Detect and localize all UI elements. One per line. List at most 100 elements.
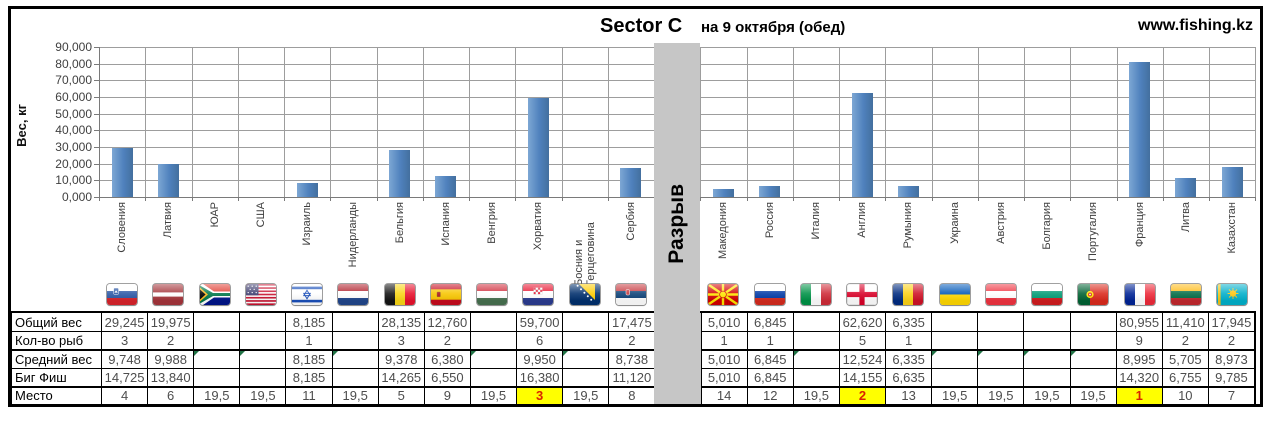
table-cell: 19,5: [1023, 385, 1070, 404]
gridline-vertical: [1255, 47, 1257, 197]
y-axis-line: [99, 47, 100, 197]
table-cell: 1: [1115, 385, 1162, 404]
table-cell: [977, 367, 1024, 386]
flag-ro-icon: [893, 284, 924, 305]
bar-il: [296, 183, 318, 197]
table-cell: 1: [746, 331, 793, 350]
x-axis-tick: [561, 197, 563, 201]
table-cell: [469, 331, 517, 350]
table-cell: 19,975: [147, 313, 194, 332]
gridline-vertical: [885, 47, 887, 197]
y-tick-label: 50,000: [55, 106, 92, 121]
x-axis-tick: [469, 197, 470, 201]
table-cell: 6,755: [1161, 367, 1208, 386]
bar-hr: [527, 97, 549, 197]
row-label: Место: [12, 385, 101, 404]
gridline-vertical: [515, 47, 517, 197]
flag-za-icon: [199, 284, 230, 305]
table-cell: 7: [1207, 385, 1254, 404]
country-label-text: Франция: [1133, 202, 1146, 248]
table-cell: 9,950: [516, 349, 563, 368]
country-label-text: Португалия: [1087, 202, 1100, 261]
table-cell: 14,265: [377, 367, 424, 386]
bar-lt: [1175, 177, 1197, 197]
table-cell: 6,335: [885, 313, 932, 332]
y-axis-tick: [94, 163, 99, 165]
table-cell: 19,5: [1069, 385, 1116, 404]
table-cell: [331, 331, 378, 350]
flag-pt-icon: [1078, 284, 1109, 305]
table-cell: 1: [285, 331, 332, 350]
table-cell: 17,475: [608, 313, 655, 332]
country-label-text: ЮАР: [208, 202, 221, 228]
table-cell: 9,748: [101, 349, 148, 368]
flag-mk-icon: [708, 284, 739, 305]
x-category-label: США: [238, 202, 284, 286]
flag-es-icon: [430, 284, 461, 305]
table-cell: 14,320: [1115, 367, 1162, 386]
table-cell: 5: [377, 385, 424, 404]
country-label-text: Англия: [856, 202, 869, 238]
y-tick-label: 0,000: [61, 190, 92, 204]
break-band: Разрыв: [654, 43, 701, 404]
table-cell: [931, 349, 978, 368]
y-axis-tick: [94, 63, 99, 65]
x-axis-tick: [145, 197, 147, 201]
table-cell: [792, 349, 839, 368]
gridline-vertical: [792, 47, 794, 197]
table-cell: [562, 349, 609, 368]
country-label-text: Израиль: [301, 202, 314, 246]
bar-rs: [620, 167, 642, 197]
x-axis-tick: [376, 197, 378, 201]
x-axis-tick: [1255, 197, 1257, 201]
y-axis-tick: [94, 113, 99, 115]
x-axis-tick: [607, 197, 609, 201]
table-cell: [1023, 367, 1070, 386]
x-axis-tick: [746, 197, 748, 201]
table-cell: 17,945: [1207, 313, 1254, 332]
table-cell: 14: [700, 385, 747, 404]
bar-be: [389, 150, 411, 197]
gridline-vertical: [977, 47, 979, 197]
table-cell: 9: [423, 385, 470, 404]
table-cell: 11,120: [608, 367, 655, 386]
x-category-label: Румыния: [885, 202, 931, 286]
y-axis-tick: [94, 180, 99, 182]
y-tick-label: 20,000: [55, 156, 92, 171]
gridline-vertical: [1116, 47, 1118, 197]
table-cell: [239, 349, 286, 368]
y-tick-label: 60,000: [55, 90, 92, 104]
x-category-label: Литва: [1163, 202, 1209, 286]
table-cell: 12,760: [423, 313, 470, 332]
website-label: www.fishing.kz: [1138, 17, 1253, 34]
country-label-text: Литва: [1179, 202, 1192, 233]
y-axis-tick: [94, 147, 99, 148]
table-cell: 13,840: [147, 367, 194, 386]
x-category-label: Словения: [99, 202, 145, 286]
x-axis-tick: [515, 197, 517, 201]
y-axis-tick: [94, 80, 99, 82]
flag-bg-icon: [1032, 284, 1063, 305]
table-cell: [1023, 331, 1070, 350]
x-category-label: Нидерланды: [330, 202, 376, 286]
gridline-vertical: [284, 47, 285, 197]
table-cell: [239, 367, 286, 386]
x-category-label: Латвия: [145, 202, 191, 286]
table-cell: 11: [285, 385, 332, 404]
gridline-vertical: [422, 47, 424, 197]
break-band-label: Разрыв: [665, 183, 689, 264]
table-cell: 11,410: [1161, 313, 1208, 332]
table-cell: 19,5: [792, 385, 839, 404]
table-cell: [193, 367, 240, 386]
y-axis-tick: [94, 130, 99, 132]
gridline-vertical: [561, 47, 563, 197]
table-cell: 19,5: [331, 385, 378, 404]
table-cell: 14,725: [101, 367, 148, 386]
table-cell: 14,155: [838, 367, 886, 386]
country-label-text: Украина: [948, 202, 961, 244]
table-cell: 2: [423, 331, 470, 350]
table-cell: 6: [516, 331, 563, 350]
flag-it-icon: [800, 284, 831, 305]
x-category-label: Сербия: [608, 202, 654, 286]
table-cell: 1: [885, 331, 932, 350]
